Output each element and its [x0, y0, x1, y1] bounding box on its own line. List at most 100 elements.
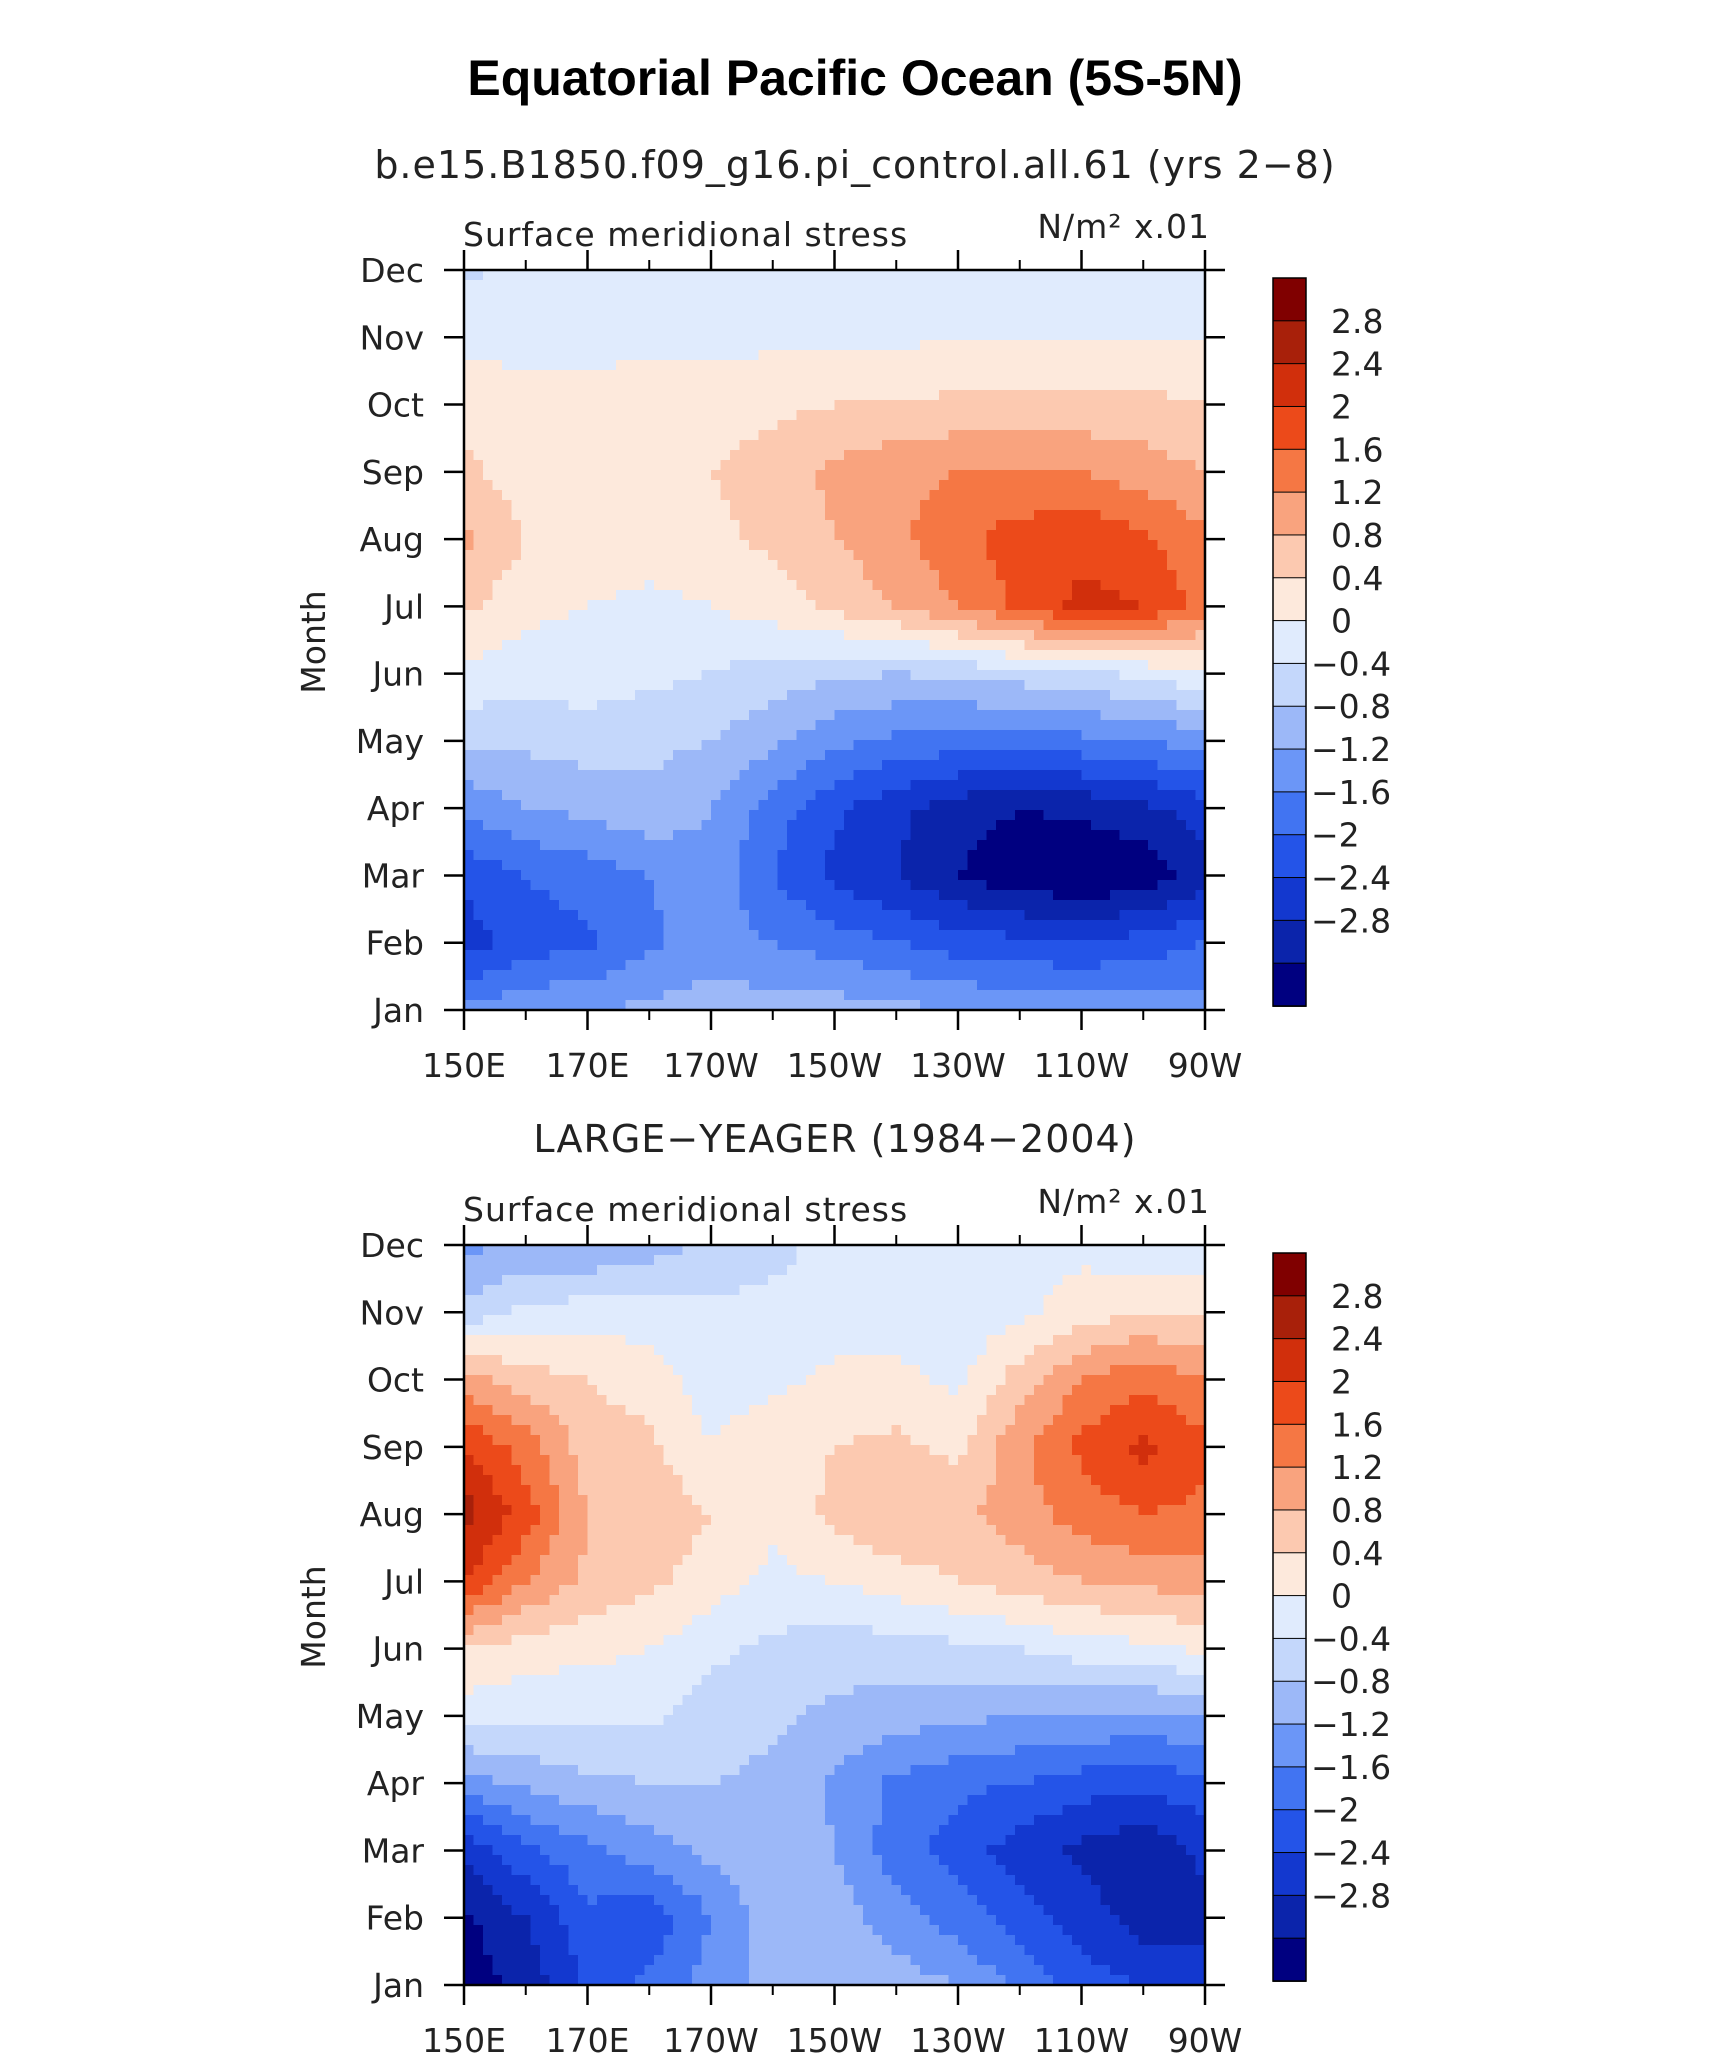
heatmap-cell — [720, 760, 731, 771]
heatmap-cell — [1081, 640, 1092, 651]
heatmap-cell — [1053, 580, 1064, 591]
heatmap-cell — [578, 290, 589, 301]
heatmap-cell — [1043, 520, 1054, 531]
heatmap-cell — [901, 580, 912, 591]
heatmap-cell — [654, 470, 665, 481]
heatmap-cell — [597, 820, 608, 831]
heatmap-cell — [1129, 380, 1140, 391]
heatmap-cell — [1110, 340, 1121, 351]
heatmap-cell — [872, 430, 883, 441]
heatmap-cell — [597, 480, 608, 491]
heatmap-cell — [929, 810, 940, 821]
heatmap-cell — [815, 430, 826, 441]
heatmap-cell — [844, 730, 855, 741]
heatmap-cell — [834, 640, 845, 651]
heatmap-cell — [872, 540, 883, 551]
heatmap-cell — [796, 890, 807, 901]
heatmap-cell — [834, 820, 845, 831]
heatmap-cell — [1034, 550, 1045, 561]
heatmap-cell — [948, 550, 959, 561]
heatmap-cell — [749, 770, 760, 781]
heatmap-cell — [502, 360, 513, 371]
heatmap-cell — [521, 870, 532, 881]
heatmap-cell — [597, 440, 608, 451]
heatmap-cell — [606, 750, 617, 761]
heatmap-cell — [882, 540, 893, 551]
heatmap-cell — [844, 490, 855, 501]
heatmap-cell — [730, 850, 741, 861]
heatmap-cell — [787, 470, 798, 481]
heatmap-cell — [901, 720, 912, 731]
heatmap-cell — [863, 470, 874, 481]
heatmap-cell — [787, 700, 798, 711]
heatmap-cell — [844, 540, 855, 551]
heatmap-cell — [663, 570, 674, 581]
heatmap-cell — [606, 360, 617, 371]
heatmap-cell — [644, 580, 655, 591]
heatmap-cell — [815, 780, 826, 791]
heatmap-cell — [701, 550, 712, 561]
heatmap-cell — [540, 420, 551, 431]
heatmap-cell — [834, 400, 845, 411]
heatmap-cell — [815, 670, 826, 681]
heatmap-cell — [530, 310, 541, 321]
heatmap-cell — [568, 570, 579, 581]
heatmap-cell — [616, 390, 627, 401]
heatmap-cell — [787, 550, 798, 561]
heatmap-cell — [511, 370, 522, 381]
heatmap-cell — [996, 750, 1007, 761]
heatmap-cell — [1043, 440, 1054, 451]
heatmap-cell — [1005, 620, 1016, 631]
heatmap-cell — [521, 360, 532, 371]
heatmap-cell — [597, 640, 608, 651]
heatmap-cell — [815, 890, 826, 901]
heatmap-cell — [901, 820, 912, 831]
heatmap-cell — [1072, 800, 1083, 811]
heatmap-cell — [549, 550, 560, 561]
heatmap-cell — [502, 640, 513, 651]
heatmap-cell — [1072, 290, 1083, 301]
heatmap-cell — [711, 310, 722, 321]
heatmap-cell — [986, 550, 997, 561]
heatmap-cell — [758, 580, 769, 591]
heatmap-cell — [796, 460, 807, 471]
heatmap-cell — [1148, 500, 1159, 511]
heatmap-cell — [1176, 340, 1187, 351]
heatmap-cell — [1119, 580, 1130, 591]
heatmap-cell — [806, 690, 817, 701]
heatmap-cell — [1195, 510, 1206, 521]
heatmap-cell — [739, 560, 750, 571]
heatmap-cell — [939, 460, 950, 471]
heatmap-cell — [891, 550, 902, 561]
heatmap-cell — [882, 390, 893, 401]
heatmap-cell — [1129, 480, 1140, 491]
heatmap-cell — [758, 610, 769, 621]
heatmap-cell — [635, 500, 646, 511]
heatmap-cell — [910, 880, 921, 891]
heatmap-cell — [872, 300, 883, 311]
heatmap-cell — [521, 280, 532, 291]
heatmap-cell — [692, 820, 703, 831]
heatmap-cell — [1100, 350, 1111, 361]
heatmap-cell — [587, 400, 598, 411]
heatmap-cell — [692, 700, 703, 711]
heatmap-cell — [568, 430, 579, 441]
heatmap-cell — [673, 270, 684, 281]
heatmap-cell — [882, 490, 893, 501]
heatmap-cell — [635, 520, 646, 531]
heatmap-cell — [882, 690, 893, 701]
heatmap-cell — [777, 730, 788, 741]
heatmap-cell — [768, 350, 779, 361]
heatmap-cell — [1186, 750, 1197, 761]
heatmap-cell — [1195, 600, 1206, 611]
heatmap-cell — [1062, 820, 1073, 831]
heatmap-cell — [511, 310, 522, 321]
heatmap-cell — [701, 850, 712, 861]
heatmap-cell — [673, 410, 684, 421]
heatmap-cell — [511, 870, 522, 881]
heatmap-cell — [644, 870, 655, 881]
heatmap-cell — [1081, 680, 1092, 691]
heatmap-cell — [920, 360, 931, 371]
heatmap-cell — [796, 700, 807, 711]
heatmap-cell — [625, 340, 636, 351]
